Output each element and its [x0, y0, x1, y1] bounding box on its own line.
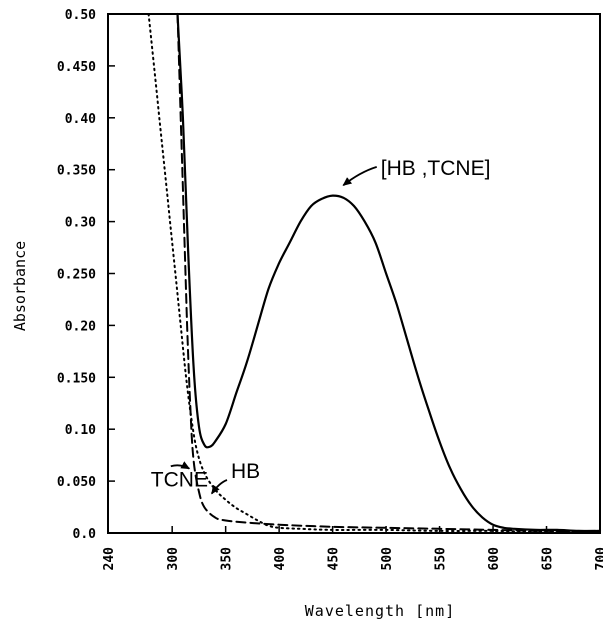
x-axis-label: Wavelength [nm]	[305, 602, 455, 620]
y-tick-label: 0.0	[73, 527, 97, 542]
x-tick-label: 550	[434, 547, 449, 571]
x-tick-label: 500	[380, 547, 395, 571]
y-axis-ticks: 0.0 0.050 0.10 0.150 0.20 0.250 0.30 0.350 0.40 0…	[57, 8, 115, 542]
y-tick-label: 0.250	[57, 268, 96, 283]
y-tick-label: 0.50	[65, 8, 96, 23]
y-tick-label: 0.150	[57, 371, 96, 386]
x-tick-label: 700	[594, 547, 603, 571]
series-line-solid	[176, 12, 602, 533]
annotation-hb: HB	[231, 460, 260, 483]
series-line-dashed	[176, 13, 601, 532]
y-tick-label: 0.30	[65, 216, 96, 231]
y-tick-label: 0.450	[57, 60, 96, 75]
annotation-arrow	[211, 479, 228, 495]
x-tick-label: 300	[166, 547, 181, 571]
annotation-arrow	[170, 461, 191, 470]
y-tick-label: 0.050	[57, 475, 96, 490]
x-tick-label: 400	[273, 547, 288, 571]
y-tick-label: 0.350	[57, 164, 96, 179]
x-axis-ticks: 240 300 350 400 450 500 550 600 650 700	[102, 526, 603, 570]
series-line-dotted	[147, 13, 601, 534]
y-tick-label: 0.20	[65, 319, 96, 334]
y-axis-label: Absorbance	[11, 241, 29, 331]
x-tick-label: 450	[327, 547, 342, 571]
annotation-tcne: TCNE	[151, 468, 208, 491]
x-tick-label: 650	[541, 547, 556, 571]
x-tick-label: 600	[487, 547, 502, 571]
x-tick-label: 350	[220, 547, 235, 571]
x-tick-label: 240	[102, 547, 117, 571]
annotation-hb-tcne: [HB ,TCNE]	[381, 157, 491, 180]
y-tick-label: 0.10	[65, 423, 96, 438]
y-tick-label: 0.40	[65, 112, 96, 127]
annotation-arrow	[342, 166, 378, 186]
annotation-layer: [HB ,TCNE] HB TCNE	[151, 157, 491, 495]
series-layer	[147, 12, 602, 534]
